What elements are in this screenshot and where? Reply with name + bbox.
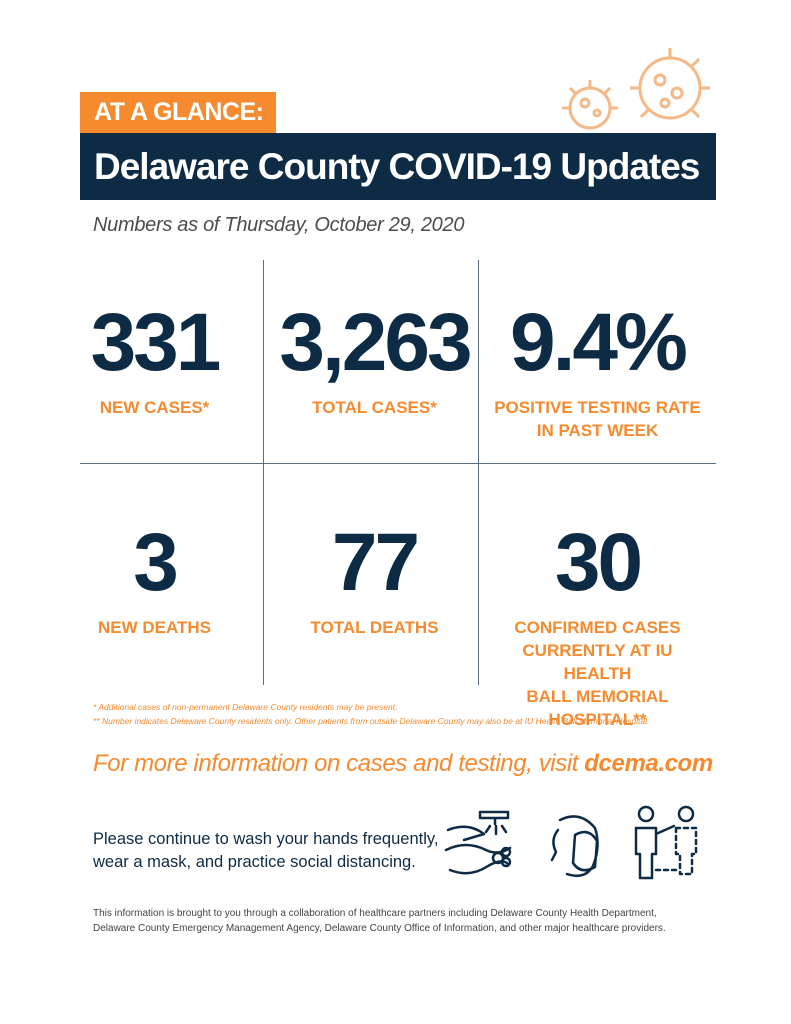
stat-label: TOTAL CASES* [267,396,482,419]
stat-cell: 3 NEW DEATHS [47,522,262,639]
stat-label-line: NEW DEATHS [97,618,211,637]
info-line: For more information on cases and testin… [93,750,713,778]
stat-label: NEW CASES* [47,396,262,419]
page-title: Delaware County COVID-19 Updates [80,133,716,200]
divider [478,260,479,685]
section-tag: AT A GLANCE: [80,92,276,133]
stat-label: CONFIRMED CASES CURRENTLY AT IU HEALTH BAL… [490,616,705,731]
reminder-line: wear a mask, and practice social distanc… [93,853,416,871]
stat-cell: 331 NEW CASES* [47,302,262,419]
stat-cell: 77 TOTAL DEATHS [267,522,482,639]
reminder-line: Please continue to wash your hands frequ… [93,830,439,848]
stat-label-line: TOTAL DEATHS [310,618,439,637]
footnote: * Additional cases of non-permanent Dela… [93,702,398,712]
date-line: Numbers as of Thursday, October 29, 2020 [93,214,465,236]
stat-label-line: POSITIVE TESTING RATE [494,398,701,417]
divider [263,260,264,685]
stat-value: 9.4% [510,297,688,388]
stat-label-line: IN PAST WEEK [536,421,659,440]
stat-label: POSITIVE TESTING RATE IN PAST WEEK [490,396,705,442]
stat-cell: 30 CONFIRMED CASES CURRENTLY AT IU HEALTH B… [490,522,705,731]
stat-cell: 3,263 TOTAL CASES* [267,302,482,419]
credit-line: Delaware County Emergency Management Age… [93,923,666,934]
stat-label-line: CURRENTLY AT IU HEALTH [522,641,673,683]
footnote: ** Number indicates Delaware County resi… [93,716,650,726]
stat-label-line: TOTAL CASES* [312,398,437,417]
stat-value: 3 [133,517,179,608]
stat-label-line: NEW CASES* [99,398,210,417]
stat-cell: 9.4% POSITIVE TESTING RATE IN PAST WEEK [490,302,705,442]
stat-value: 331 [90,297,222,388]
stat-label-line: CONFIRMED CASES [514,618,681,637]
divider [80,463,716,464]
info-link[interactable]: dcema.com [584,750,713,777]
info-text: For more information on cases and testin… [93,750,585,777]
stat-label: NEW DEATHS [47,616,262,639]
credit: This information is brought to you throu… [93,906,666,936]
stat-value: 77 [331,517,420,608]
virus-decoration [562,48,710,130]
stat-value: 3,263 [279,297,472,388]
safety-icons [444,805,698,880]
stat-label-line: BALL MEMORIAL HOSPITAL** [526,687,669,729]
stat-value: 30 [554,517,643,608]
credit-line: This information is brought to you throu… [93,908,657,919]
stat-label: TOTAL DEATHS [267,616,482,639]
reminder: Please continue to wash your hands frequ… [93,828,439,874]
